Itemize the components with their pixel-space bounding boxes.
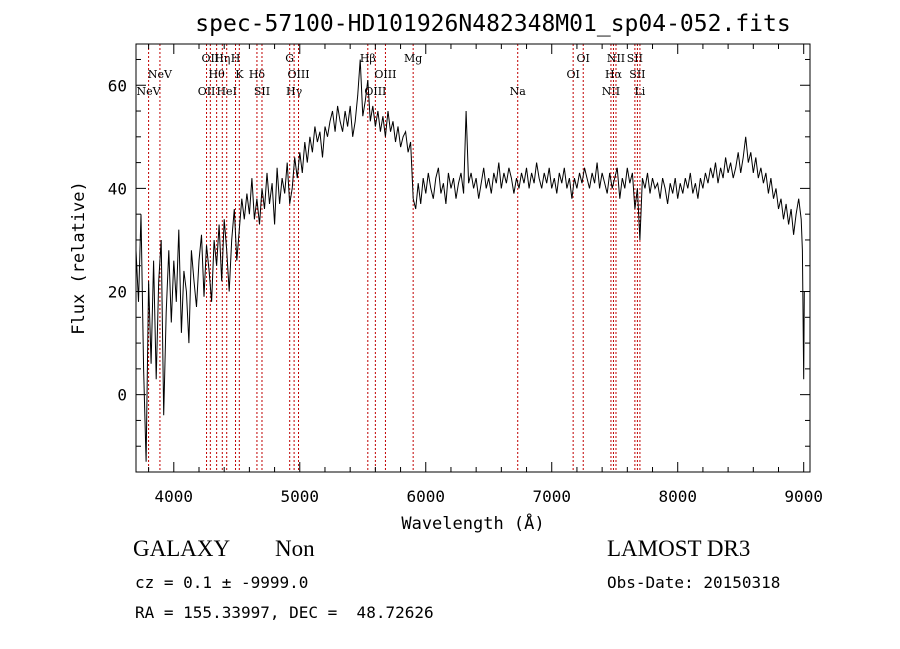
- coordinates-label: RA = 155.33997, DEC = 48.72626: [135, 603, 434, 622]
- y-tick-label: 20: [108, 283, 127, 302]
- x-tick-label: 6000: [406, 487, 445, 506]
- spectral-line-label-8: K: [235, 68, 244, 81]
- spectral-line-label-26: Li: [635, 85, 646, 98]
- spectral-line-label-2: OII: [198, 85, 216, 98]
- spectral-line-label-12: Hγ: [286, 85, 303, 98]
- spectrum-series-0: [135, 59, 805, 462]
- spectral-line-label-24: SII: [627, 52, 643, 65]
- spectral-line-label-25: SII: [629, 68, 645, 81]
- x-tick-label: 4000: [155, 487, 194, 506]
- spectral-line-label-23: NII: [607, 52, 625, 65]
- spectral-line-label-19: OI: [566, 68, 579, 81]
- spectral-line-label-0: NeV: [137, 85, 162, 98]
- redshift-label: cz = 0.1 ± -9999.0: [135, 573, 309, 592]
- spectral-line-label-7: H: [231, 52, 241, 65]
- object-subclass-label: Non: [275, 536, 315, 561]
- spectral-line-label-3: OII: [201, 52, 219, 65]
- spectral-line-label-22: Hα: [605, 68, 623, 81]
- chart-title: spec-57100-HD101926N482348M01_sp04-052.f…: [195, 11, 790, 37]
- spectral-line-label-18: Na: [510, 85, 527, 98]
- spectral-line-label-17: Mg: [404, 52, 422, 65]
- spectral-line-label-4: Hθ: [209, 68, 226, 81]
- x-tick-label: 8000: [658, 487, 697, 506]
- spectral-line-label-21: NII: [602, 85, 620, 98]
- spectral-line-label-11: G: [285, 52, 294, 65]
- obs-date-label: Obs-Date: 20150318: [607, 573, 781, 592]
- spectral-line-label-5: Hη: [214, 52, 230, 65]
- plot-frame: [135, 43, 811, 473]
- spectral-line-label-13: OIII: [287, 68, 309, 81]
- x-tick-label: 5000: [281, 487, 320, 506]
- survey-label: LAMOST DR3: [607, 536, 751, 561]
- spectral-line-label-15: OIII: [364, 85, 386, 98]
- spectral-line-label-6: HeI: [216, 85, 236, 98]
- x-tick-label: 7000: [532, 487, 571, 506]
- spectral-line-label-10: SII: [254, 85, 270, 98]
- object-class-label: GALAXY: [133, 536, 231, 561]
- spectral-line-label-9: Hδ: [249, 68, 266, 81]
- spectral-line-label-1: NeV: [148, 68, 173, 81]
- spectral-line-label-16: OIII: [374, 68, 396, 81]
- x-tick-label: 9000: [784, 487, 823, 506]
- spectral-line-label-14: Hβ: [360, 52, 376, 65]
- y-tick-label: 60: [108, 76, 127, 95]
- y-tick-label: 0: [117, 386, 127, 405]
- spectral-line-label-20: OI: [577, 52, 590, 65]
- x-axis-label: Wavelength (Å): [401, 512, 544, 534]
- y-axis-label: Flux (relative): [69, 181, 89, 335]
- y-tick-label: 40: [108, 179, 127, 198]
